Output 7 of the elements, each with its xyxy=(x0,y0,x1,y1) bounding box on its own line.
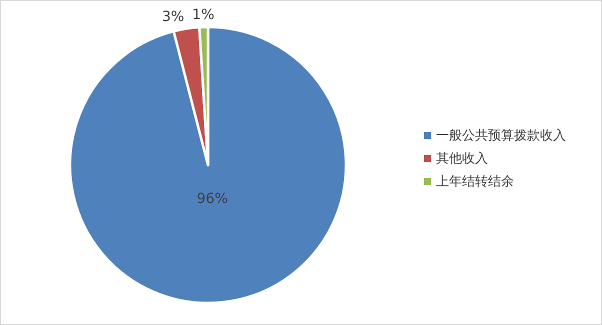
legend-label: 一般公共预算拨款收入 xyxy=(436,128,566,144)
data-label: 1% xyxy=(192,7,214,24)
pie-slice xyxy=(68,26,348,304)
legend-label: 上年结转结余 xyxy=(436,174,514,190)
data-label: 3% xyxy=(162,8,184,25)
legend-label: 其他收入 xyxy=(436,152,488,166)
data-label: 96% xyxy=(196,191,228,208)
